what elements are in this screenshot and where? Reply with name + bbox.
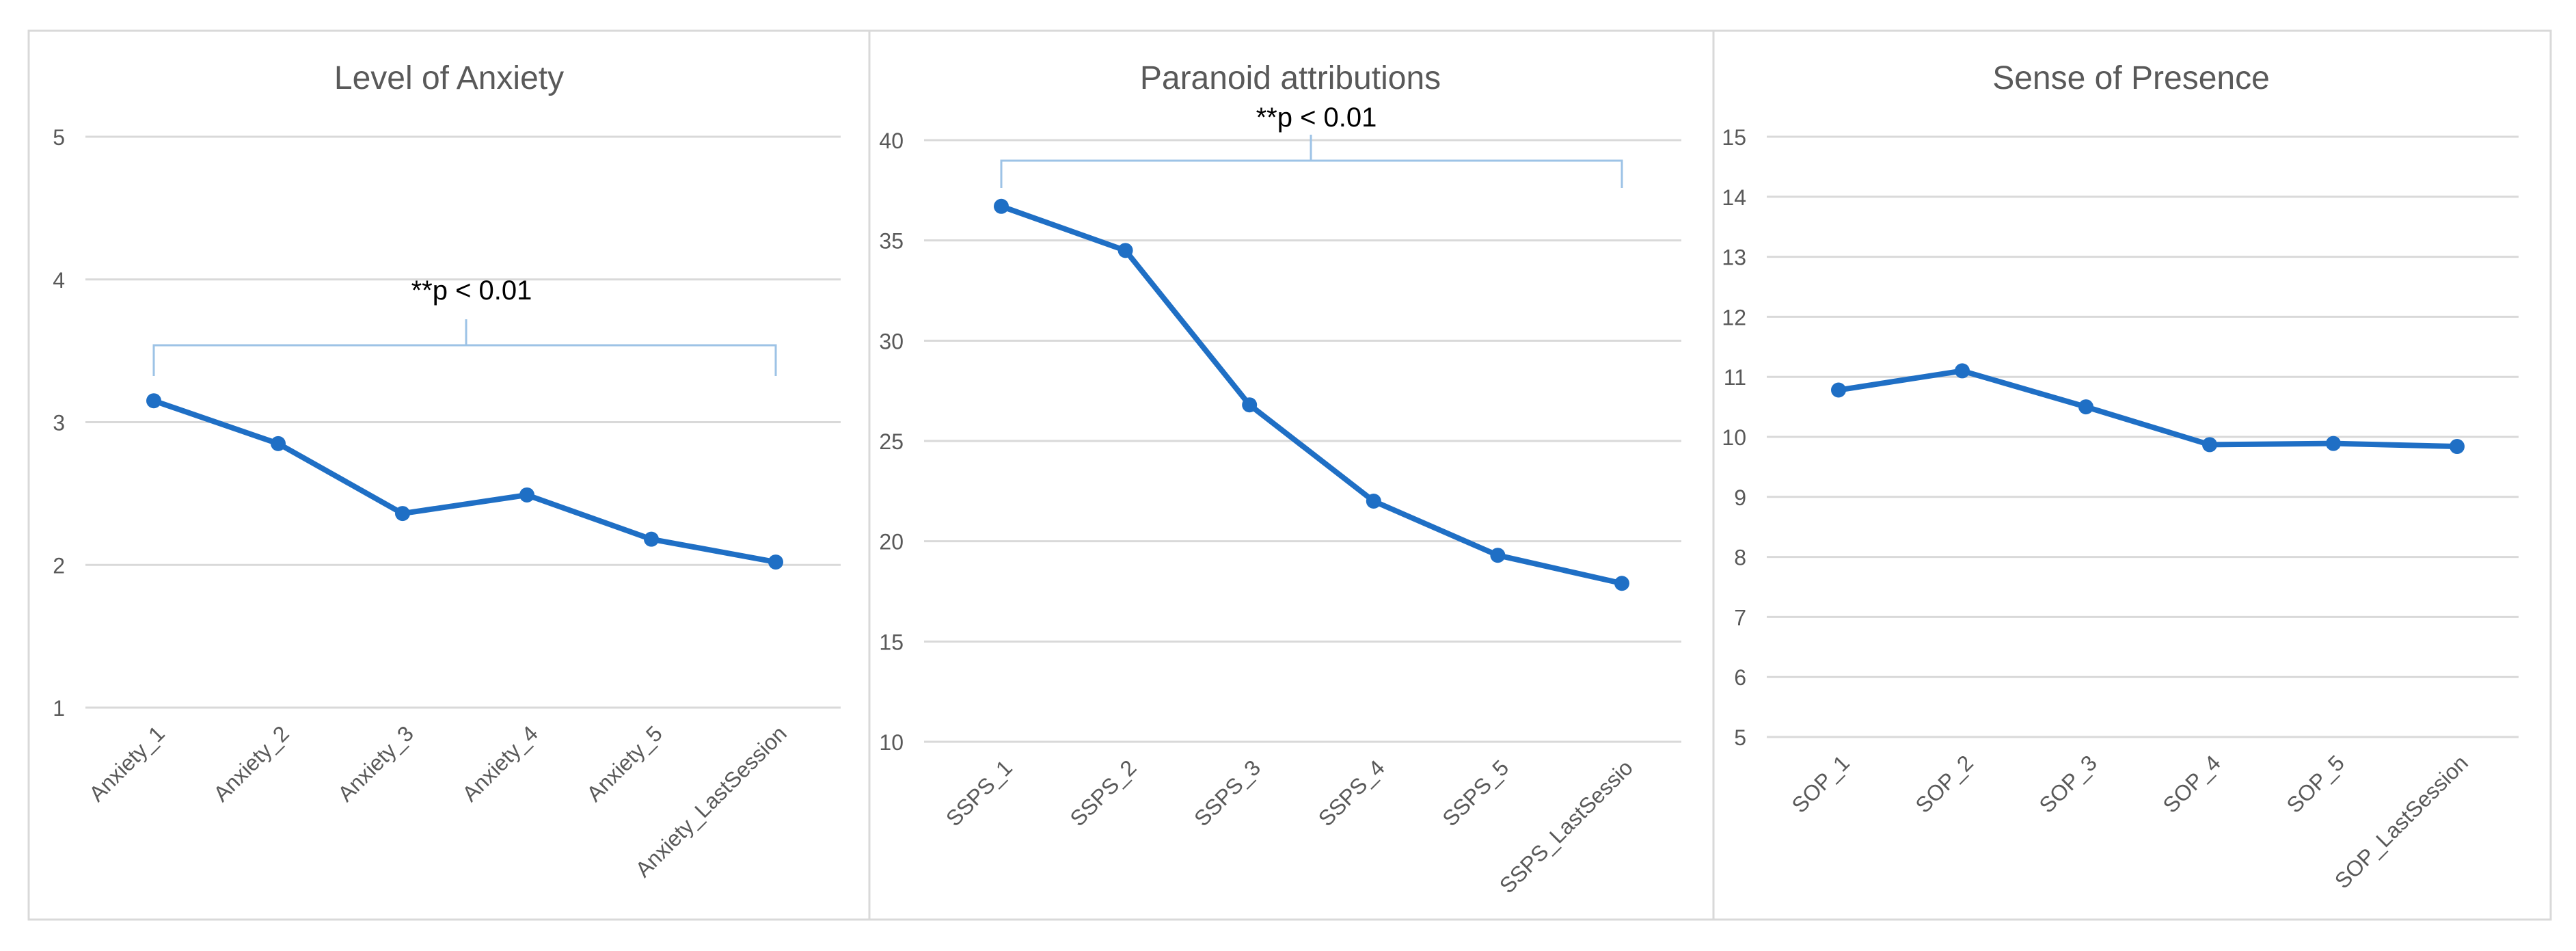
y-tick-label: 25: [879, 429, 904, 454]
significance-bracket: [1000, 135, 1623, 188]
data-point: [2326, 436, 2341, 451]
data-point: [1614, 576, 1629, 591]
data-point: [2202, 437, 2217, 453]
data-point: [1955, 363, 1970, 379]
chart-title: Level of Anxiety: [334, 60, 564, 96]
data-point: [1242, 397, 1258, 413]
significance-bracket: [152, 319, 777, 376]
chart-title: Paranoid attributions: [1140, 60, 1441, 96]
y-tick-label: 15: [879, 630, 904, 654]
data-point: [1366, 494, 1381, 509]
y-tick-label: 7: [1734, 605, 1746, 630]
y-tick-label: 35: [879, 229, 904, 254]
data-point: [768, 554, 783, 570]
data-point: [994, 198, 1009, 214]
data-point: [2078, 399, 2093, 415]
y-tick-label: 6: [1734, 665, 1746, 690]
significance-annotation: **p < 0.01: [1256, 103, 1377, 133]
y-tick-label: 40: [879, 129, 904, 153]
y-tick-label: 30: [879, 329, 904, 353]
y-tick-label: 11: [1724, 365, 1746, 390]
y-tick-label: 3: [53, 411, 65, 436]
y-tick-label: 5: [53, 125, 65, 150]
data-point: [271, 436, 286, 451]
panel-border: [1712, 29, 2552, 921]
data-point: [644, 531, 659, 547]
y-tick-label: 12: [1722, 305, 1746, 330]
series-line: [999, 203, 1625, 587]
y-tick-label: 1: [53, 696, 65, 721]
data-point: [1831, 382, 1846, 398]
data-point: [519, 487, 534, 503]
series-line: [1836, 368, 2460, 450]
y-tick-label: 10: [879, 730, 904, 755]
panel-border: [27, 29, 871, 921]
y-tick-label: 14: [1722, 185, 1746, 210]
chart-title: Sense of Presence: [1992, 60, 2270, 96]
y-tick-label: 4: [53, 268, 65, 293]
data-point: [146, 393, 161, 409]
panel-border: [868, 29, 1715, 921]
y-tick-label: 20: [879, 530, 904, 554]
y-tick-label: 15: [1722, 125, 1746, 150]
y-tick-label: 8: [1734, 546, 1746, 570]
y-tick-label: 10: [1722, 425, 1746, 450]
data-point: [1490, 548, 1506, 563]
chart-panel-paranoid: Paranoid attributions 10152025303540SSPS…: [868, 29, 1715, 921]
data-point: [2450, 439, 2465, 455]
data-point: [395, 506, 410, 522]
chart-panel-presence: Sense of Presence 56789101112131415SOP_1…: [1712, 29, 2552, 921]
y-tick-label: 9: [1734, 485, 1746, 510]
data-point: [1117, 243, 1133, 258]
series-line: [151, 398, 778, 565]
y-tick-label: 13: [1722, 245, 1746, 270]
y-tick-label: 2: [53, 553, 65, 578]
significance-annotation: **p < 0.01: [411, 276, 532, 306]
y-tick-label: 5: [1734, 725, 1746, 750]
